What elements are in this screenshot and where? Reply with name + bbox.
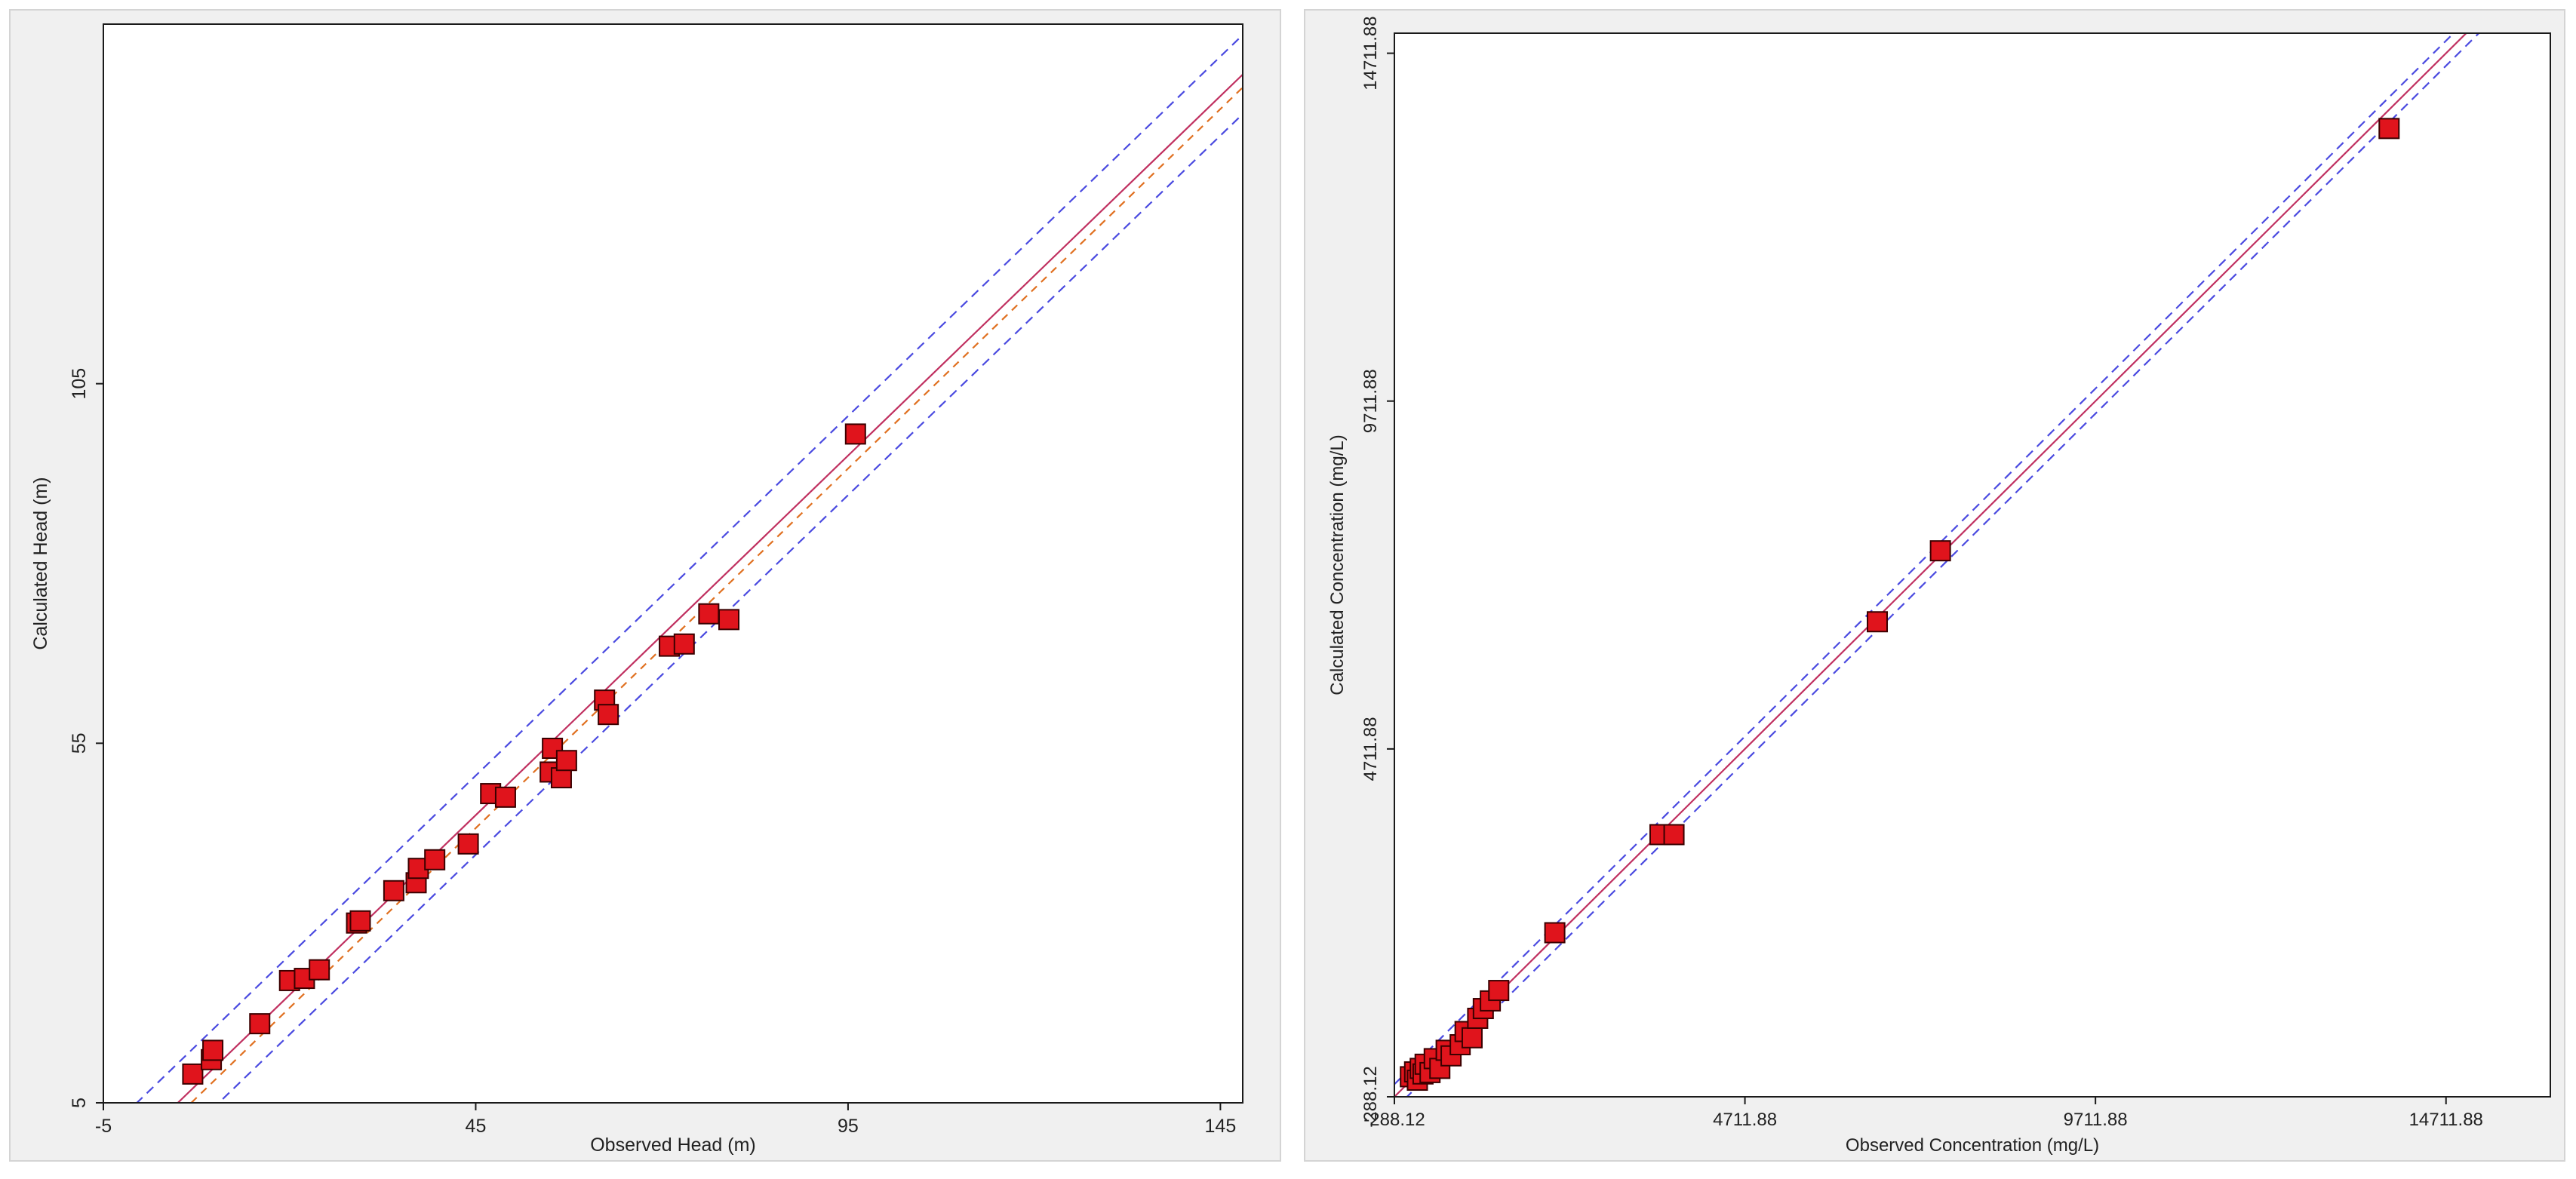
y-axis-label: Calculated Head (m) [30, 477, 51, 649]
one-to-one-line [177, 73, 1243, 1103]
data-point [1461, 1027, 1483, 1049]
data-point [182, 1063, 204, 1085]
lower-confidence-line [217, 113, 1243, 1103]
x-tick-label: 45 [466, 1116, 487, 1137]
data-point [673, 633, 695, 655]
data-point [1488, 980, 1510, 1002]
y-tick-label: 9711.88 [1360, 369, 1381, 433]
x-tick-label: 145 [1205, 1116, 1237, 1137]
left-chart-panel: -5 45 95 145 5 55 105 Observed Head (m) Calculat… [9, 9, 1281, 1162]
x-tick-label: 95 [838, 1116, 859, 1137]
y-tick-label: -288.12 [1360, 1066, 1381, 1127]
y-tick-label: 105 [69, 368, 90, 400]
data-point [1929, 540, 1951, 562]
concentration-scatter-chart: -288.12 4711.88 9711.88 14711.88 -288.12 4711… [1327, 16, 2551, 1156]
y-tick-label: 14711.88 [1360, 16, 1381, 90]
upper-confidence-line [135, 34, 1243, 1103]
data-point [550, 767, 572, 789]
data-point [698, 603, 720, 625]
x-tick-label: -288.12 [1363, 1110, 1425, 1130]
data-point [1663, 824, 1685, 846]
plot-border [1394, 32, 2551, 1098]
plot-border [103, 23, 1243, 1104]
x-axis-label: Observed Concentration (mg/L) [1846, 1135, 2099, 1156]
x-axis-label: Observed Head (m) [590, 1134, 756, 1156]
data-point [383, 880, 404, 901]
one-to-one-line [1394, 33, 2468, 1097]
x-tick-label: 4711.88 [1713, 1110, 1777, 1130]
plot-area [103, 24, 1243, 1103]
y-tick-label: 5 [69, 1098, 90, 1108]
x-tick-label: 14711.88 [2409, 1110, 2483, 1130]
y-tick-label: 55 [69, 732, 90, 754]
y-axis-label: Calculated Concentration (mg/L) [1327, 434, 1348, 695]
data-point [718, 609, 740, 631]
reference-lines [1394, 33, 2480, 1097]
data-point [249, 1013, 271, 1035]
x-tick-label: 9711.88 [2064, 1110, 2128, 1130]
data-point [598, 704, 619, 726]
x-tick-label: -5 [95, 1116, 112, 1137]
data-point [349, 910, 371, 932]
data-point [1544, 922, 1566, 944]
data-point [1867, 611, 1889, 633]
data-point [202, 1039, 224, 1061]
data-point [457, 833, 479, 855]
right-chart-panel: -288.12 4711.88 9711.88 14711.88 -288.12 4711… [1304, 9, 2565, 1162]
data-markers [1400, 118, 2400, 1091]
data-point [424, 849, 446, 870]
plot-area [1394, 33, 2550, 1097]
data-point [555, 750, 577, 772]
data-point [309, 959, 330, 981]
data-markers [182, 423, 866, 1085]
data-point [2378, 118, 2400, 140]
data-point [494, 786, 516, 808]
data-point [844, 423, 866, 445]
y-tick-label: 4711.88 [1360, 717, 1381, 781]
